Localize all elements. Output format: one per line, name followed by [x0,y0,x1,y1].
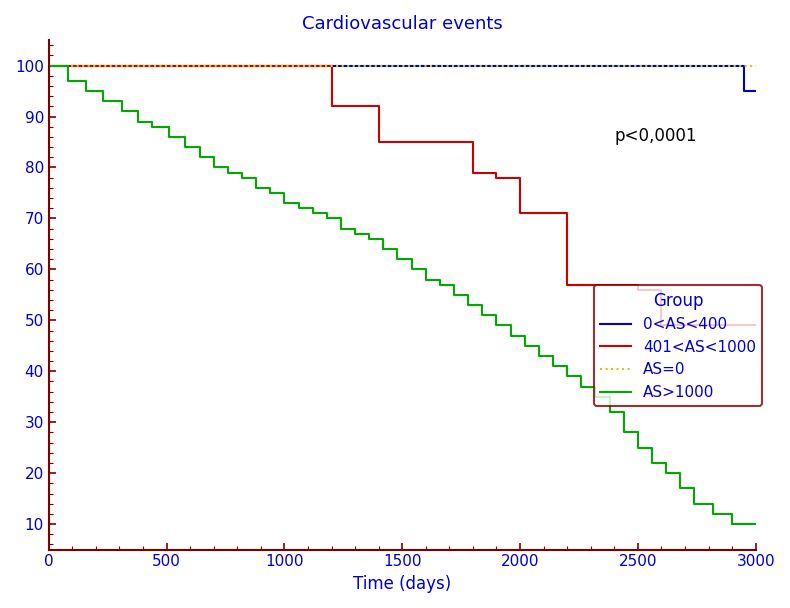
Legend: 0<AS<400, 401<AS<1000, AS=0, AS>1000: 0<AS<400, 401<AS<1000, AS=0, AS>1000 [594,285,762,406]
Text: p<0,0001: p<0,0001 [615,126,697,145]
Title: Cardiovascular events: Cardiovascular events [302,15,502,33]
X-axis label: Time (days): Time (days) [353,575,451,593]
